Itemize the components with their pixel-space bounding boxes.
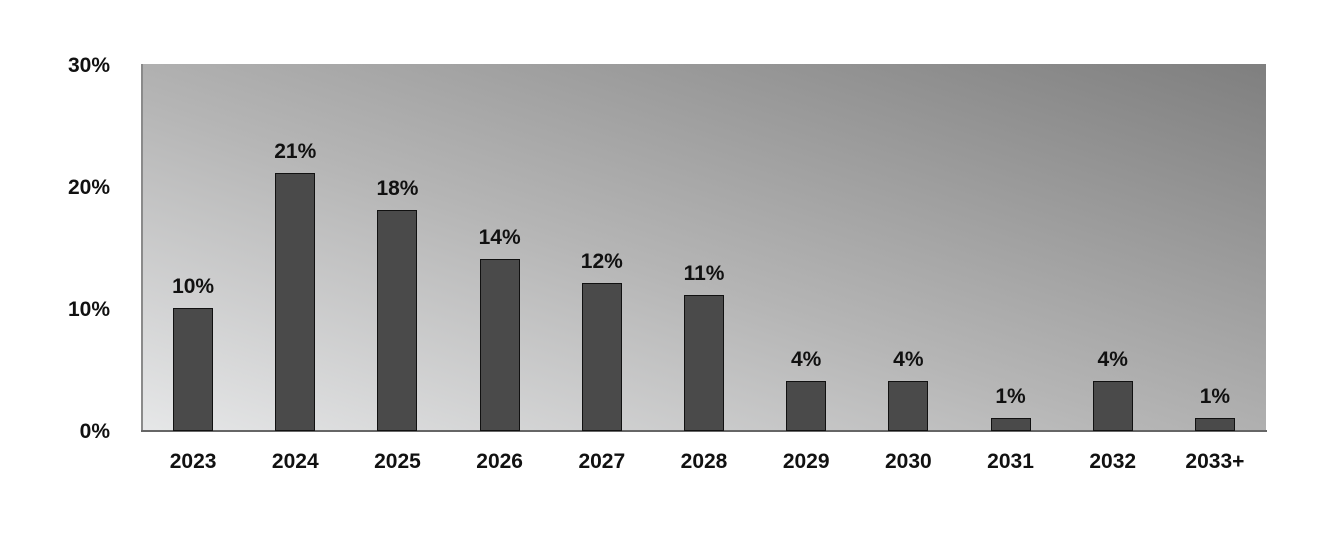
bar-2025 bbox=[377, 209, 418, 431]
bar-2030 bbox=[888, 381, 929, 431]
x-tick-2029: 2029 bbox=[782, 450, 830, 473]
y-tick-20: 20% bbox=[67, 176, 110, 199]
bar-2028 bbox=[684, 295, 724, 431]
bar-2029 bbox=[786, 381, 827, 431]
x-tick-2028: 2028 bbox=[680, 450, 728, 473]
x-axis-line bbox=[141, 430, 1267, 432]
value-label-2033+: 1% bbox=[1199, 384, 1231, 408]
value-label-2023: 10% bbox=[172, 274, 215, 298]
y-axis-line bbox=[141, 64, 143, 432]
bar-2032 bbox=[1092, 381, 1133, 431]
bar-2026 bbox=[479, 258, 520, 431]
value-label-2029: 4% bbox=[790, 348, 822, 372]
value-label-2027: 12% bbox=[580, 250, 623, 274]
x-tick-2024: 2024 bbox=[271, 450, 319, 473]
y-tick-10: 10% bbox=[67, 298, 110, 321]
bar-2024 bbox=[275, 173, 316, 431]
bar-2027 bbox=[581, 283, 622, 431]
x-tick-2025: 2025 bbox=[374, 450, 421, 473]
bar-2031 bbox=[990, 417, 1031, 431]
value-label-2032: 4% bbox=[1097, 348, 1128, 372]
x-tick-2033+: 2033+ bbox=[1185, 450, 1245, 473]
value-label-2030: 4% bbox=[893, 348, 924, 372]
value-label-2028: 11% bbox=[683, 262, 725, 286]
x-tick-2023: 2023 bbox=[169, 450, 217, 473]
value-label-2024: 21% bbox=[274, 140, 317, 164]
x-tick-2032: 2032 bbox=[1089, 450, 1137, 473]
bar-2033+ bbox=[1194, 417, 1235, 431]
x-tick-2030: 2030 bbox=[885, 450, 932, 473]
x-tick-2031: 2031 bbox=[987, 450, 1034, 473]
value-label-2031: 1% bbox=[995, 384, 1026, 408]
value-label-2025: 18% bbox=[376, 176, 419, 200]
x-tick-2027: 2027 bbox=[578, 450, 626, 473]
value-label-2026: 14% bbox=[478, 225, 521, 249]
bar-2023 bbox=[173, 307, 214, 431]
y-tick-0: 0% bbox=[79, 420, 110, 443]
y-tick-30: 30% bbox=[67, 54, 110, 77]
x-tick-2026: 2026 bbox=[476, 450, 523, 473]
